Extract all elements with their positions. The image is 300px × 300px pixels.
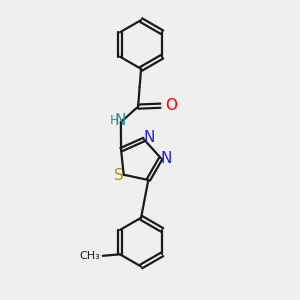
Text: N: N — [115, 113, 126, 128]
Text: N: N — [143, 130, 154, 145]
Text: O: O — [165, 98, 177, 113]
Text: S: S — [114, 168, 124, 183]
Text: N: N — [160, 151, 172, 166]
Text: CH₃: CH₃ — [80, 250, 100, 260]
Text: H: H — [110, 114, 119, 127]
